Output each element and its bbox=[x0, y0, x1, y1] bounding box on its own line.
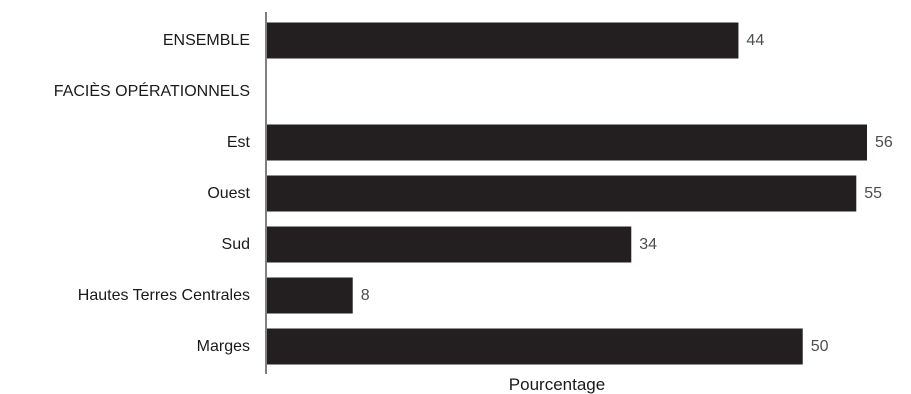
bar-ensemble bbox=[267, 22, 739, 59]
bar-ouest bbox=[267, 175, 857, 212]
value-label-marges: 50 bbox=[811, 338, 829, 355]
category-label-marges: Marges bbox=[197, 338, 250, 355]
x-axis-title: Pourcentage bbox=[509, 375, 605, 394]
category-label-hautes-terres-centrales: Hautes Terres Centrales bbox=[78, 287, 250, 304]
bar-hautes-terres-centrales bbox=[267, 277, 353, 314]
category-label-sud: Sud bbox=[222, 236, 250, 253]
category-label-ouest: Ouest bbox=[207, 185, 250, 202]
category-label-est: Est bbox=[227, 134, 251, 151]
bar-marges bbox=[267, 328, 803, 365]
value-label-ensemble: 44 bbox=[746, 32, 764, 49]
value-label-hautes-terres-centrales: 8 bbox=[361, 287, 370, 304]
value-label-ouest: 55 bbox=[864, 185, 882, 202]
category-label-facies-operationnels: FACIÈS OPÉRATIONNELS bbox=[54, 81, 250, 100]
bar-est bbox=[267, 124, 867, 161]
value-label-est: 56 bbox=[875, 134, 893, 151]
bars-group: ENSEMBLE 44 FACIÈS OPÉRATIONNELS Est 56 Ouest… bbox=[54, 22, 893, 365]
bar-sud bbox=[267, 226, 632, 263]
category-label-ensemble: ENSEMBLE bbox=[163, 32, 250, 49]
value-label-sud: 34 bbox=[639, 236, 657, 253]
